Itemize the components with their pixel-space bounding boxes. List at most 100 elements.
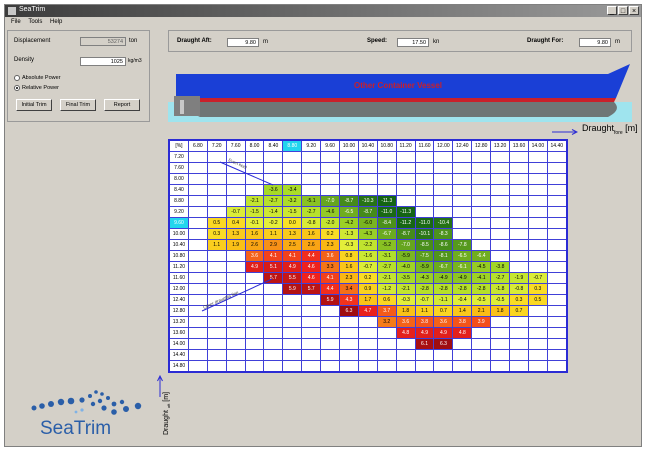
- heatmap-cell[interactable]: -0.2: [263, 217, 284, 229]
- heatmap-cell[interactable]: [527, 327, 548, 339]
- heatmap-cell[interactable]: -0.7: [414, 294, 435, 306]
- heatmap-cell[interactable]: 3.9: [471, 316, 492, 328]
- heatmap-cell[interactable]: 4.8: [395, 327, 416, 339]
- heatmap-cell[interactable]: [263, 338, 284, 350]
- heatmap-cell[interactable]: [509, 195, 529, 207]
- heatmap-cell[interactable]: [225, 162, 246, 174]
- heatmap-cell[interactable]: [225, 195, 246, 207]
- heatmap-cell[interactable]: -2.8: [471, 283, 492, 295]
- heatmap-cell[interactable]: [471, 349, 492, 361]
- heatmap-cell[interactable]: [376, 360, 397, 373]
- heatmap-cell[interactable]: [301, 338, 322, 350]
- heatmap-cell[interactable]: [263, 327, 284, 339]
- heatmap-cell[interactable]: [546, 162, 568, 174]
- heatmap-cell[interactable]: [546, 239, 568, 251]
- heatmap-cell[interactable]: -6.1: [452, 261, 473, 273]
- heatmap-cell[interactable]: [263, 283, 284, 295]
- heatmap-cell[interactable]: [320, 349, 341, 361]
- heatmap-cell[interactable]: -6.7: [433, 261, 454, 273]
- heatmap-cell[interactable]: -8.7: [357, 206, 378, 218]
- heatmap-cell[interactable]: [282, 360, 303, 373]
- heatmap-cell[interactable]: [282, 338, 303, 350]
- heatmap-cell[interactable]: [452, 151, 473, 163]
- heatmap-cell[interactable]: [244, 316, 265, 328]
- heatmap-cell[interactable]: 1.8: [490, 305, 511, 317]
- heatmap-cell[interactable]: [509, 349, 529, 361]
- heatmap-cell[interactable]: [546, 360, 568, 373]
- heatmap-cell[interactable]: [414, 151, 435, 163]
- heatmap-cell[interactable]: 4.9: [282, 261, 303, 273]
- heatmap-cell[interactable]: [244, 173, 265, 185]
- heatmap-cell[interactable]: [320, 173, 341, 185]
- heatmap-cell[interactable]: 0.7: [433, 305, 454, 317]
- heatmap-cell[interactable]: [225, 327, 246, 339]
- heatmap-cell[interactable]: [339, 316, 359, 328]
- heatmap-cell[interactable]: -1.1: [433, 294, 454, 306]
- heatmap-cell[interactable]: -3.1: [376, 250, 397, 262]
- heatmap-cell[interactable]: -11.0: [414, 217, 435, 229]
- heatmap-cell[interactable]: [509, 261, 529, 273]
- heatmap-cell[interactable]: [187, 162, 208, 174]
- heatmap-cell[interactable]: [546, 250, 568, 262]
- heatmap-cell[interactable]: [225, 173, 246, 185]
- heatmap-cell[interactable]: [225, 360, 246, 373]
- heatmap-cell[interactable]: -7.8: [452, 239, 473, 251]
- heatmap-cell[interactable]: [509, 162, 529, 174]
- heatmap-cell[interactable]: [357, 162, 378, 174]
- heatmap-cell[interactable]: [206, 261, 227, 273]
- heatmap-cell[interactable]: [452, 217, 473, 229]
- heatmap-cell[interactable]: [320, 316, 341, 328]
- heatmap-cell[interactable]: [471, 206, 492, 218]
- heatmap-cell[interactable]: [414, 360, 435, 373]
- heatmap-cell[interactable]: [339, 360, 359, 373]
- heatmap-cell[interactable]: 4.7: [357, 305, 378, 317]
- heatmap-cell[interactable]: [546, 261, 568, 273]
- heatmap-cell[interactable]: [490, 327, 511, 339]
- heatmap-cell[interactable]: [187, 360, 208, 373]
- heatmap-cell[interactable]: [527, 195, 548, 207]
- heatmap-cell[interactable]: [320, 338, 341, 350]
- heatmap-cell[interactable]: -3.4: [282, 184, 303, 196]
- heatmap-cell[interactable]: 3.8: [414, 316, 435, 328]
- heatmap-cell[interactable]: -2.7: [301, 206, 322, 218]
- heatmap-cell[interactable]: [357, 360, 378, 373]
- heatmap-cell[interactable]: [320, 184, 341, 196]
- heatmap-cell[interactable]: [320, 151, 341, 163]
- heatmap-cell[interactable]: [206, 360, 227, 373]
- heatmap-cell[interactable]: 1.3: [225, 228, 246, 240]
- heatmap-cell[interactable]: [357, 327, 378, 339]
- heatmap-cell[interactable]: [471, 151, 492, 163]
- heatmap-cell[interactable]: [225, 349, 246, 361]
- heatmap-cell[interactable]: -2.8: [414, 283, 435, 295]
- heatmap-cell[interactable]: -4.3: [357, 228, 378, 240]
- heatmap-cell[interactable]: 4.1: [320, 272, 341, 284]
- heatmap-cell[interactable]: [244, 184, 265, 196]
- heatmap-cell[interactable]: 0.2: [320, 228, 341, 240]
- heatmap-cell[interactable]: -6.4: [471, 250, 492, 262]
- heatmap-cell[interactable]: [206, 206, 227, 218]
- heatmap-cell[interactable]: [301, 151, 322, 163]
- heatmap-cell[interactable]: [490, 316, 511, 328]
- heatmap-cell[interactable]: 4.8: [452, 327, 473, 339]
- heatmap-cell[interactable]: -2.7: [490, 272, 511, 284]
- heatmap-cell[interactable]: -7.0: [320, 195, 341, 207]
- heatmap-cell[interactable]: -1.9: [509, 272, 529, 284]
- heatmap-cell[interactable]: -1.8: [490, 283, 511, 295]
- heatmap-cell[interactable]: [471, 327, 492, 339]
- heatmap-cell[interactable]: [301, 327, 322, 339]
- heatmap-cell[interactable]: [225, 338, 246, 350]
- heatmap-cell[interactable]: 0.7: [509, 305, 529, 317]
- heatmap-cell[interactable]: [490, 360, 511, 373]
- heatmap-cell[interactable]: [452, 349, 473, 361]
- heatmap-cell[interactable]: -10.4: [433, 217, 454, 229]
- heatmap-cell[interactable]: [546, 305, 568, 317]
- heatmap-cell[interactable]: -8.7: [339, 195, 359, 207]
- heatmap-cell[interactable]: [471, 239, 492, 251]
- heatmap-cell[interactable]: [376, 184, 397, 196]
- final-trim-button[interactable]: Final Trim: [60, 99, 96, 111]
- heatmap-cell[interactable]: -5.9: [395, 250, 416, 262]
- heatmap-cell[interactable]: [452, 228, 473, 240]
- heatmap-cell[interactable]: 1.6: [244, 228, 265, 240]
- heatmap-cell[interactable]: -6.5: [452, 250, 473, 262]
- heatmap-cell[interactable]: 2.5: [282, 239, 303, 251]
